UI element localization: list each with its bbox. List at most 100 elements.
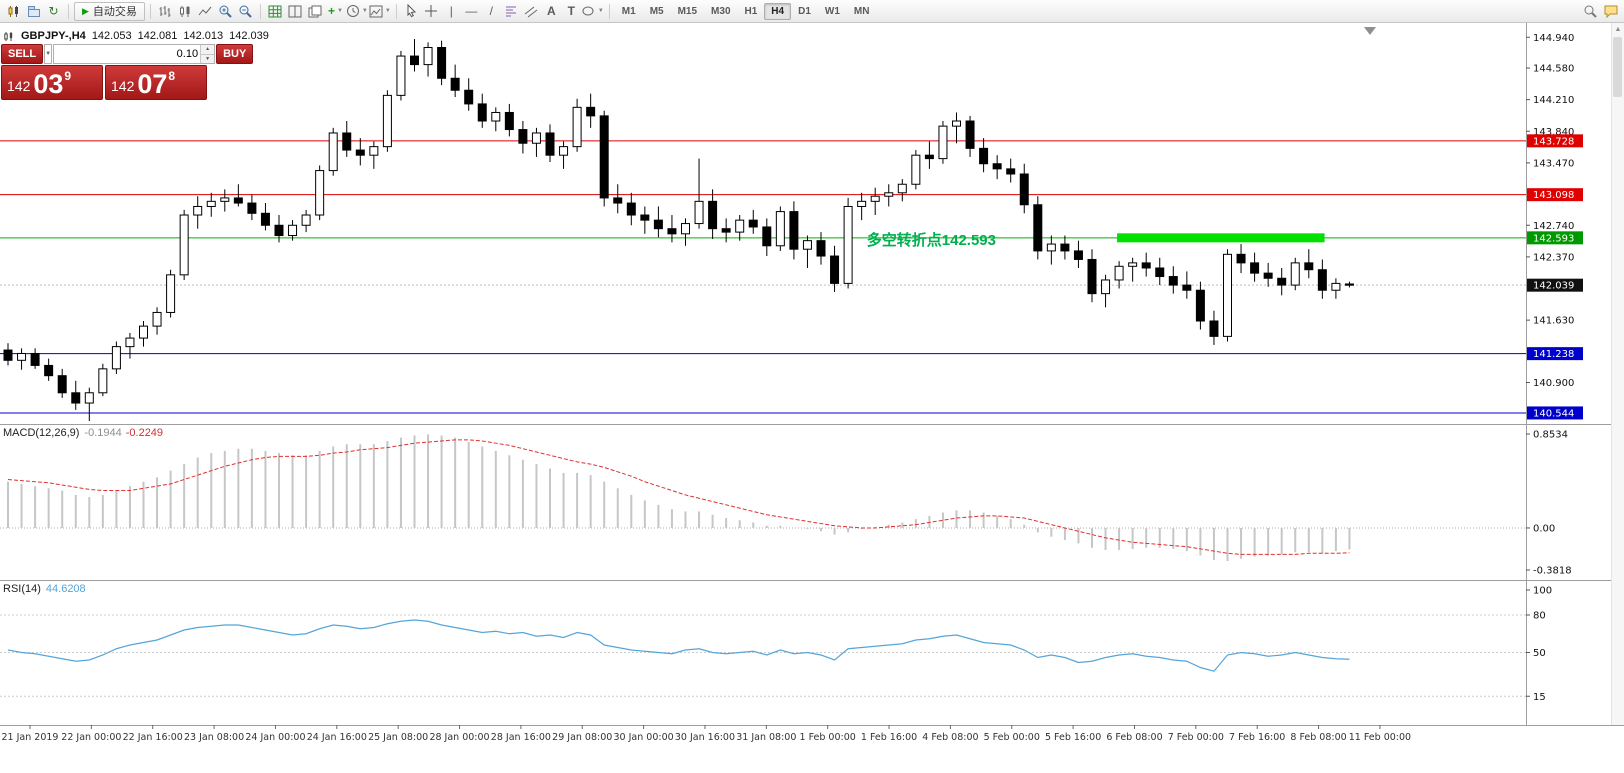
candlestick-style-button[interactable] [176, 2, 195, 21]
candle-body [830, 255, 840, 284]
candle-body [220, 197, 230, 202]
bid-price-button[interactable]: 142 03 9 [1, 65, 103, 100]
profiles-button[interactable] [24, 2, 43, 21]
candle-body [315, 170, 325, 216]
ask-price-button[interactable]: 142 07 8 [105, 65, 207, 100]
time-axis-label: 24 Jan 00:00 [245, 732, 305, 743]
trendline-tool-button[interactable]: / [489, 4, 493, 18]
add-indicator-button[interactable]: + ▼ [327, 4, 343, 18]
timeframe-m1-button[interactable]: M1 [621, 5, 636, 17]
candle-body [640, 214, 650, 221]
candle-body [1101, 279, 1111, 295]
chevron-down-icon: ▼ [336, 8, 343, 14]
candle-body [965, 120, 975, 149]
candle-body [1344, 283, 1354, 286]
pivot-zone-highlight[interactable] [1117, 233, 1325, 243]
cursor-tool-button[interactable] [402, 2, 421, 21]
candle-body [531, 132, 541, 144]
timeframe-m30-button[interactable]: M30 [711, 5, 731, 17]
candle-body [477, 103, 487, 122]
candle-body [1019, 173, 1029, 206]
rsi-line [7, 619, 1350, 672]
grid-button[interactable] [266, 2, 285, 21]
crosshair-tool-button[interactable] [422, 2, 441, 21]
order-type-dropdown[interactable]: ▼ [44, 44, 53, 64]
ask-main-digits: 07 [137, 69, 168, 100]
candle-body [884, 192, 894, 197]
time-axis-label: 31 Jan 08:00 [736, 732, 796, 743]
candle-body [1006, 168, 1016, 175]
chat-icon[interactable] [1601, 2, 1620, 21]
volume-decrease-button[interactable]: ▼ [201, 53, 215, 63]
rsi-name: RSI(14) [3, 583, 41, 595]
time-axis-label: 29 Jan 08:00 [552, 732, 612, 743]
auto-trading-button[interactable]: ▶ 自动交易 [74, 1, 145, 21]
timeframe-m5-button[interactable]: M5 [649, 5, 664, 17]
toolbar-separator [259, 3, 261, 19]
time-axis-label: 7 Feb 16:00 [1229, 732, 1285, 743]
candle-body [288, 224, 298, 237]
rsi-scale-label: 100 [1533, 586, 1552, 597]
templates-button[interactable]: ▼ [369, 2, 391, 21]
candle-body [1114, 265, 1124, 281]
time-axis-label: 11 Feb 00:00 [1349, 732, 1411, 743]
candle-body [410, 55, 419, 66]
timeframe-d1-button[interactable]: D1 [798, 5, 811, 17]
candle-body [260, 212, 270, 226]
new-chart-button[interactable] [4, 2, 23, 21]
horizontal-line-tool-button[interactable]: — [465, 4, 478, 18]
zoom-out-button[interactable] [236, 2, 255, 21]
chart-shift-marker[interactable] [1364, 27, 1376, 35]
refresh-icon[interactable]: ↻ [48, 4, 59, 18]
price-scale-label: 141.630 [1533, 316, 1574, 327]
candle-body [897, 183, 907, 194]
vertical-scrollbar[interactable]: ▲ [1611, 23, 1624, 725]
search-icon[interactable] [1580, 2, 1599, 21]
volume-increase-button[interactable]: ▲ [201, 45, 215, 54]
fibonacci-tool-button[interactable] [502, 2, 521, 21]
time-axis-label: 30 Jan 16:00 [675, 732, 735, 743]
line-chart-style-button[interactable] [196, 2, 215, 21]
rsi-scale-label: 15 [1533, 692, 1546, 703]
auto-trading-label: 自动交易 [92, 6, 137, 18]
buy-button[interactable]: BUY [216, 44, 254, 64]
timeframe-toolbar: M1 M5 M15 M30 H1 H4 D1 W1 MN [615, 2, 877, 20]
text-tool-button[interactable]: A [546, 4, 556, 18]
cascade-windows-button[interactable] [306, 2, 325, 21]
chart-annotation[interactable]: 多空转折点142.593 [866, 231, 996, 249]
volume-input[interactable] [54, 45, 201, 63]
toolbar-separator [68, 3, 69, 19]
candle-body [152, 311, 162, 327]
vertical-line-tool-button[interactable]: | [449, 4, 453, 18]
price-badge-value: 140.544 [1533, 408, 1574, 419]
candle-body [98, 368, 108, 394]
timeframe-h1-button[interactable]: H1 [744, 5, 758, 17]
candle-body [1168, 276, 1178, 286]
periods-button[interactable]: ▼ [346, 2, 368, 21]
chart-background[interactable] [0, 23, 1624, 773]
scrollbar-thumb[interactable] [1613, 37, 1622, 97]
timeframe-m15-button[interactable]: M15 [677, 5, 698, 17]
shapes-tool-button[interactable]: ▼ [582, 2, 604, 21]
bar-chart-style-button[interactable] [156, 2, 175, 21]
label-tool-button[interactable]: T [567, 4, 575, 18]
sell-button[interactable]: SELL [1, 44, 44, 64]
candle-body [491, 111, 501, 122]
candle-body [57, 375, 67, 394]
timeframe-h4-button[interactable]: H4 [764, 2, 792, 20]
timeframe-w1-button[interactable]: W1 [824, 5, 840, 17]
chart-canvas[interactable]: 144.940 144.580 144.210 143.840 143.470 142.7… [0, 23, 1624, 773]
scroll-up-icon[interactable]: ▲ [1614, 25, 1622, 33]
zoom-in-button[interactable] [216, 2, 235, 21]
candle-body [1236, 253, 1246, 264]
candle-body [30, 352, 40, 366]
candle-body [84, 392, 94, 404]
candle-body [626, 202, 636, 216]
candle-body [586, 106, 596, 117]
tile-windows-button[interactable] [286, 2, 305, 21]
candle-body [667, 228, 677, 235]
ohlc-low: 142.013 [183, 30, 224, 42]
timeframe-mn-button[interactable]: MN [853, 5, 870, 17]
channel-tool-button[interactable] [522, 2, 541, 21]
